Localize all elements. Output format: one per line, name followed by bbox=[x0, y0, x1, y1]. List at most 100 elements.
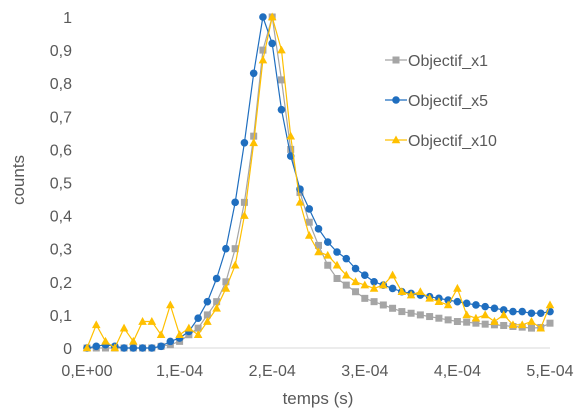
series-1-point bbox=[213, 298, 221, 306]
series-1-point bbox=[333, 274, 341, 282]
series-1-point bbox=[231, 245, 239, 253]
series-1-point bbox=[416, 311, 424, 319]
legend-label-2: Objectif_x5 bbox=[408, 93, 488, 110]
series-1-point bbox=[407, 309, 415, 317]
series-2-point bbox=[305, 205, 314, 213]
series-1-point bbox=[305, 218, 313, 226]
series-3-point bbox=[416, 287, 425, 296]
series-2-point bbox=[490, 304, 499, 313]
legend-marker-1 bbox=[392, 56, 400, 64]
series-1-point bbox=[222, 278, 230, 286]
series-1-point bbox=[194, 324, 202, 332]
series-2-point bbox=[277, 105, 286, 114]
series-3-point bbox=[434, 297, 444, 305]
series-3-point bbox=[397, 287, 407, 296]
series-2-point bbox=[323, 238, 332, 246]
series-2-point bbox=[481, 302, 489, 311]
x-tick-label: 2,E-04 bbox=[249, 363, 296, 380]
series-3-point bbox=[517, 320, 527, 329]
series-1-point bbox=[361, 294, 369, 302]
series-1-point bbox=[324, 261, 332, 269]
series-1-point bbox=[203, 311, 211, 319]
series-2-point bbox=[240, 138, 249, 147]
series-2-point bbox=[536, 309, 545, 318]
series-2-point bbox=[231, 198, 239, 207]
series-3-point bbox=[119, 323, 129, 332]
series-1-point bbox=[500, 321, 508, 329]
legend-label-3: Objectif_x10 bbox=[408, 133, 497, 150]
series-3-point bbox=[91, 320, 101, 329]
series-3-point bbox=[341, 270, 351, 279]
series-3-point bbox=[166, 300, 175, 309]
legend-marker-3 bbox=[391, 135, 401, 144]
series-2-point bbox=[333, 248, 341, 256]
series-2-point bbox=[342, 254, 351, 263]
series-3-point bbox=[203, 317, 212, 325]
y-tick-label: 0,4 bbox=[50, 209, 72, 226]
series-1-point bbox=[463, 318, 471, 326]
legend-label-1: Objectif_x1 bbox=[408, 53, 488, 70]
y-tick-label: 0,5 bbox=[50, 176, 72, 193]
series-2-point bbox=[509, 307, 517, 316]
series-3-point bbox=[360, 280, 370, 289]
y-tick-label: 1 bbox=[63, 10, 72, 27]
series-2-point bbox=[518, 307, 527, 316]
series-3-point bbox=[462, 310, 471, 319]
y-tick-label: 0 bbox=[63, 341, 72, 358]
series-3-point bbox=[480, 310, 490, 319]
x-tick-label: 1,E-04 bbox=[156, 363, 203, 380]
series-3-point bbox=[425, 293, 434, 302]
series-3-point bbox=[388, 270, 397, 279]
series-3-point bbox=[369, 283, 379, 292]
series-3-point bbox=[295, 197, 305, 206]
series-1-point bbox=[435, 314, 443, 322]
y-tick-label: 0,2 bbox=[50, 275, 72, 292]
series-1-point bbox=[490, 321, 498, 329]
series-3-point bbox=[499, 310, 508, 319]
x-tick-label: 4,E-04 bbox=[434, 363, 481, 380]
x-tick-label: 3,E-04 bbox=[341, 363, 388, 380]
series-3-point bbox=[258, 55, 268, 64]
series-3-point bbox=[332, 260, 342, 269]
series-3-point bbox=[230, 260, 240, 269]
series-3-point bbox=[240, 211, 249, 219]
series-3-point bbox=[379, 280, 388, 289]
series-3-point bbox=[314, 247, 323, 256]
series-2-point bbox=[148, 344, 156, 352]
series-3-point bbox=[443, 300, 453, 309]
series-2-point bbox=[361, 271, 369, 279]
y-axis-label: counts bbox=[9, 155, 28, 205]
series-3-point bbox=[221, 283, 231, 292]
series-1-point bbox=[546, 319, 554, 327]
series-3-point bbox=[277, 45, 286, 54]
series-3-point bbox=[406, 290, 416, 299]
series-2-point bbox=[388, 284, 397, 293]
x-tick-label: 5,E-04 bbox=[526, 363, 573, 380]
series-1-point bbox=[240, 198, 248, 206]
series-3-point bbox=[471, 313, 481, 322]
series-3-point bbox=[351, 277, 360, 286]
y-tick-label: 0,1 bbox=[50, 308, 72, 325]
series-1-point bbox=[379, 301, 387, 309]
series-3-point bbox=[267, 12, 277, 21]
series-3-point bbox=[508, 320, 518, 329]
series-3-point bbox=[212, 303, 221, 312]
series-2-point bbox=[222, 244, 230, 253]
series-2-point bbox=[370, 278, 378, 286]
series-2-point bbox=[527, 309, 536, 318]
series-1-point bbox=[352, 288, 360, 296]
series-2-point bbox=[499, 306, 508, 314]
series-3-point bbox=[101, 336, 110, 345]
series-3-point bbox=[138, 317, 147, 325]
series-1-point bbox=[342, 281, 350, 289]
y-tick-label: 0,3 bbox=[50, 242, 72, 259]
series-3-point bbox=[527, 317, 536, 325]
series-2-point bbox=[453, 297, 462, 306]
series-2-point bbox=[92, 342, 101, 351]
series-3-point bbox=[193, 330, 203, 339]
series-1-point bbox=[472, 319, 480, 327]
series-3-point bbox=[286, 131, 296, 140]
series-2-point bbox=[129, 344, 138, 352]
y-tick-label: 0,9 bbox=[50, 43, 72, 60]
